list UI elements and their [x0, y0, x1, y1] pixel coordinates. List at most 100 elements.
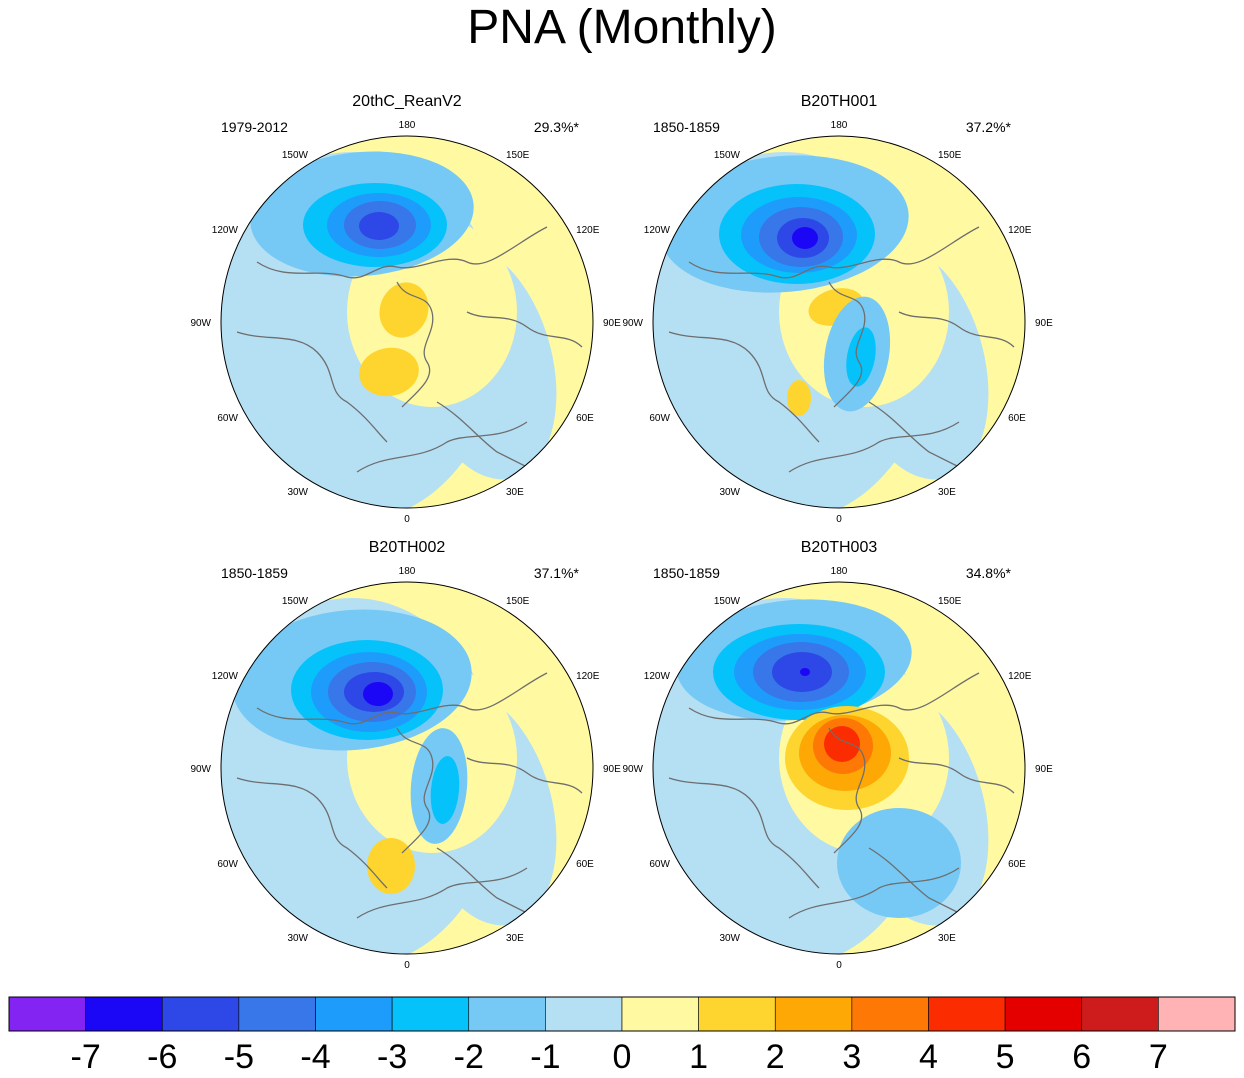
longitude-label: 30W	[287, 487, 308, 498]
coastline	[256, 672, 548, 725]
coastline	[668, 777, 820, 889]
main-title: PNA (Monthly)	[467, 1, 777, 54]
colorbar-label: -3	[377, 1038, 407, 1076]
longitude-label: 60W	[649, 859, 670, 870]
coastline	[788, 421, 960, 473]
longitude-label: 90W	[622, 318, 643, 329]
longitude-label: 120E	[576, 225, 600, 236]
colorbar-label: 0	[613, 1038, 632, 1076]
longitude-label: 120W	[212, 671, 239, 682]
map-panel-1: 180 150E 120E 90E 60E 30E 0 30W 60W 90W 120W 150W 20…	[190, 93, 621, 525]
panel-title: 20thC_ReanV2	[352, 93, 462, 110]
coastlines	[236, 226, 583, 483]
longitude-label: 150E	[938, 150, 962, 161]
longitude-label: 60W	[649, 413, 670, 424]
contour-level-n6	[792, 227, 818, 249]
colorbar-label: 3	[842, 1038, 861, 1076]
coastline	[236, 331, 388, 443]
longitude-label: 30E	[506, 487, 524, 498]
longitude-label: 120E	[1008, 671, 1032, 682]
colorbar-swatch	[698, 996, 776, 1032]
longitude-label: 120E	[576, 671, 600, 682]
colorbar-swatch	[315, 996, 393, 1032]
contour-level-p1	[787, 380, 811, 416]
coastline	[668, 331, 820, 443]
panel-variance: 37.1%*	[534, 565, 580, 581]
colorbar-swatch	[1158, 996, 1236, 1032]
map-border	[220, 135, 594, 509]
colorbar-label: -7	[71, 1038, 101, 1076]
colorbar-label: 5	[996, 1038, 1015, 1076]
longitude-label: 180	[399, 120, 416, 131]
longitude-label: 30E	[938, 933, 956, 944]
contour-fill	[653, 152, 989, 508]
contour-level-n6	[800, 668, 810, 676]
coastline	[356, 867, 528, 919]
longitude-label: 120E	[1008, 225, 1032, 236]
longitude-label: 60W	[217, 413, 238, 424]
contour-level-n2	[430, 756, 460, 824]
coastline	[396, 727, 434, 854]
colorbar-label: 1	[689, 1038, 708, 1076]
panel-period: 1850-1859	[653, 119, 720, 135]
coastlines	[668, 672, 1015, 929]
colorbar-label: -5	[224, 1038, 254, 1076]
map-panel-4: 180 150E 120E 90E 60E 30E 0 30W 60W 90W 120W 150W B2…	[622, 539, 1053, 971]
contour-level-n1	[837, 808, 961, 918]
longitude-label: 60E	[1008, 859, 1026, 870]
colorbar-label: 4	[919, 1038, 938, 1076]
colorbar-swatch	[928, 996, 1006, 1032]
panel-period: 1850-1859	[653, 565, 720, 581]
longitude-label: 0	[404, 960, 410, 971]
longitude-label: 60W	[217, 859, 238, 870]
colorbar-label: -6	[147, 1038, 177, 1076]
longitude-label: 90E	[1035, 318, 1053, 329]
colorbar-label: 6	[1072, 1038, 1091, 1076]
panel-title: B20TH003	[801, 539, 878, 556]
map-border	[220, 581, 594, 955]
longitude-label: 90W	[622, 764, 643, 775]
longitude-label: 60E	[576, 413, 594, 424]
colorbar-swatch	[1004, 996, 1083, 1032]
panel-title: B20TH002	[369, 539, 446, 556]
longitude-label: 90E	[603, 764, 621, 775]
longitude-label: 30E	[938, 487, 956, 498]
panel-period: 1979-2012	[221, 119, 288, 135]
contour-level-n5	[359, 212, 399, 240]
longitude-label: 0	[836, 514, 842, 525]
colorbar-label: -4	[300, 1038, 330, 1076]
coastline	[356, 421, 528, 473]
longitude-label: 150E	[506, 150, 530, 161]
longitude-label: 60E	[576, 859, 594, 870]
coastline	[688, 226, 980, 279]
longitude-label: 120W	[644, 225, 671, 236]
longitude-label: 30W	[719, 933, 740, 944]
contour-level-p1	[379, 282, 429, 338]
coastline	[256, 226, 548, 279]
longitude-label: 150E	[506, 596, 530, 607]
coastline	[788, 867, 960, 919]
longitude-label: 90E	[603, 318, 621, 329]
colorbar-swatch	[391, 996, 470, 1032]
colorbar-swatch	[238, 996, 316, 1032]
coastline	[466, 311, 583, 348]
longitude-label: 30W	[719, 487, 740, 498]
colorbar-label: -2	[454, 1038, 484, 1076]
coastline	[898, 311, 1015, 348]
longitude-label: 180	[831, 566, 848, 577]
longitude-label: 120W	[644, 671, 671, 682]
coastline	[466, 757, 583, 794]
map-border	[652, 581, 1026, 955]
colorbar-swatch	[468, 996, 546, 1032]
contour-level-n6	[363, 682, 393, 706]
panel-title: B20TH001	[801, 93, 878, 110]
coastline	[236, 777, 388, 889]
longitude-label: 90W	[190, 764, 211, 775]
colorbar-swatch	[851, 996, 929, 1032]
colorbar-swatch	[621, 996, 699, 1032]
longitude-label: 30E	[506, 933, 524, 944]
contour-level-p4	[824, 726, 860, 762]
contour-level-n2	[846, 327, 876, 387]
